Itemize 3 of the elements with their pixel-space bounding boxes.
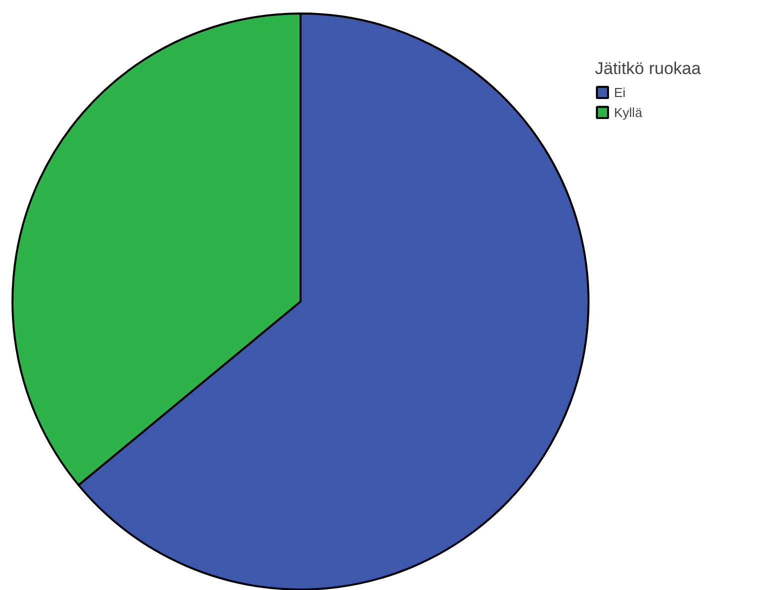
legend-label: Ei [614,84,627,100]
legend-title: Jätitkö ruokaa [595,59,701,79]
legend-label: Kyllä [614,104,642,120]
